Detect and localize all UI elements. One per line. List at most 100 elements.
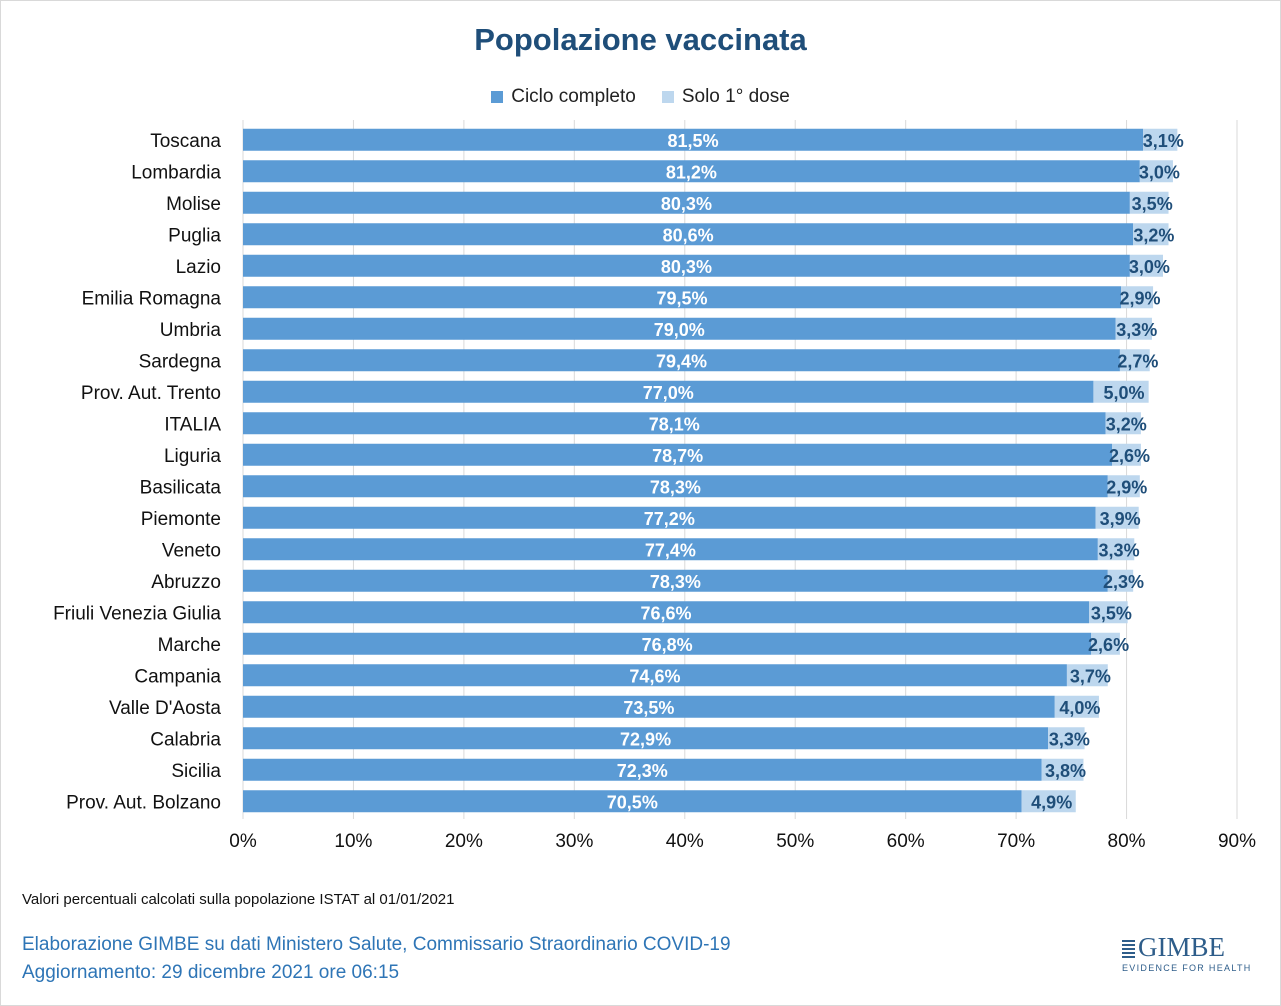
data-label-ciclo-completo-abruzzo: 78,3% — [650, 572, 701, 592]
data-label-ciclo-completo-liguria: 78,7% — [652, 446, 703, 466]
x-tick-label-50: 50% — [776, 831, 814, 852]
bar-ciclo-completo-italia — [243, 412, 1106, 435]
update-timestamp: Aggiornamento: 29 dicembre 2021 ore 06:1… — [22, 962, 400, 983]
data-label-ciclo-completo-italia: 78,1% — [649, 414, 700, 434]
data-label-solo-prima-dose-marche: 2,6% — [1088, 635, 1129, 655]
category-label-piemonte: Piemonte — [141, 509, 221, 530]
bar-solo-prima-dose-calabria — [1048, 727, 1085, 750]
data-label-ciclo-completo-calabria: 72,9% — [620, 729, 671, 749]
data-labels: 81,5% 3,1% 81,2% 3,0% 80,3% 3,5% 80,6% 3,2% 80,3… — [607, 131, 1184, 813]
gimbe-logo: GIMBE EVIDENCE FOR HEALTH — [1120, 932, 1250, 974]
category-label-puglia: Puglia — [168, 225, 221, 246]
category-label-valle-d-aosta: Valle D'Aosta — [109, 698, 221, 719]
data-label-ciclo-completo-friuli-venezia-giulia: 76,6% — [640, 603, 691, 623]
category-label-sicilia: Sicilia — [171, 761, 221, 782]
data-label-solo-prima-dose-calabria: 3,3% — [1049, 729, 1090, 749]
bar-ciclo-completo-piemonte — [243, 506, 1096, 529]
x-tick-label-10: 10% — [334, 831, 372, 852]
data-label-ciclo-completo-valle-d-aosta: 73,5% — [623, 698, 674, 718]
data-label-solo-prima-dose-italia: 3,2% — [1106, 414, 1147, 434]
category-label-basilicata: Basilicata — [140, 477, 222, 498]
category-labels: Toscana Lombardia Molise Puglia Lazio Emilia … — [53, 131, 221, 814]
bar-ciclo-completo-sicilia — [243, 758, 1042, 781]
category-label-prov-aut-bolzano: Prov. Aut. Bolzano — [66, 792, 221, 813]
category-label-lombardia: Lombardia — [131, 162, 221, 183]
data-label-solo-prima-dose-sardegna: 2,7% — [1117, 351, 1158, 371]
bar-ciclo-completo-lazio — [243, 254, 1130, 277]
category-label-umbria: Umbria — [160, 320, 222, 341]
legend: Ciclo completo Solo 1° dose — [0, 86, 1281, 108]
bar-ciclo-completo-basilicata — [243, 475, 1108, 498]
bar-solo-prima-dose-puglia — [1133, 223, 1169, 246]
logo-name: GIMBE — [1138, 932, 1225, 962]
data-label-ciclo-completo-lombardia: 81,2% — [666, 162, 717, 182]
x-tick-label-40: 40% — [666, 831, 704, 852]
category-label-marche: Marche — [158, 635, 221, 656]
data-label-ciclo-completo-prov-aut-trento: 77,0% — [643, 383, 694, 403]
category-label-italia: ITALIA — [164, 414, 221, 435]
category-label-molise: Molise — [166, 194, 221, 215]
bar-solo-prima-dose-lombardia — [1139, 160, 1173, 183]
data-label-solo-prima-dose-sicilia: 3,8% — [1045, 761, 1086, 781]
bar-solo-prima-dose-molise — [1129, 191, 1169, 214]
bar-ciclo-completo-sardegna — [243, 349, 1120, 372]
data-label-solo-prima-dose-puglia: 3,2% — [1133, 225, 1174, 245]
bar-solo-prima-dose-marche — [1091, 632, 1120, 655]
bar-solo-prima-dose-umbria — [1115, 317, 1152, 340]
bar-solo-prima-dose-valle-d-aosta — [1054, 695, 1099, 718]
data-label-solo-prima-dose-campania: 3,7% — [1070, 666, 1111, 686]
bar-solo-prima-dose-prov-aut-trento — [1093, 380, 1149, 403]
x-tick-label-70: 70% — [997, 831, 1035, 852]
data-label-solo-prima-dose-friuli-venezia-giulia: 3,5% — [1091, 603, 1132, 623]
bar-solo-prima-dose-emilia-romagna — [1121, 286, 1154, 309]
legend-label-solo-prima-dose: Solo 1° dose — [681, 86, 790, 107]
bar-ciclo-completo-lombardia — [243, 160, 1140, 183]
data-label-solo-prima-dose-toscana: 3,1% — [1143, 131, 1184, 151]
data-label-ciclo-completo-molise: 80,3% — [661, 194, 712, 214]
category-label-lazio: Lazio — [176, 257, 221, 278]
bar-ciclo-completo-valle-d-aosta — [243, 695, 1055, 718]
category-label-friuli-venezia-giulia: Friuli Venezia Giulia — [53, 603, 221, 624]
bar-ciclo-completo-campania — [243, 664, 1067, 687]
category-label-campania: Campania — [134, 666, 221, 687]
data-label-solo-prima-dose-piemonte: 3,9% — [1100, 509, 1141, 529]
data-label-ciclo-completo-marche: 76,8% — [642, 635, 693, 655]
bar-solo-prima-dose-sicilia — [1041, 758, 1084, 781]
data-label-ciclo-completo-prov-aut-bolzano: 70,5% — [607, 792, 658, 812]
category-label-emilia-romagna: Emilia Romagna — [82, 288, 222, 309]
bar-ciclo-completo-friuli-venezia-giulia — [243, 601, 1090, 624]
data-label-ciclo-completo-puglia: 80,6% — [663, 225, 714, 245]
category-label-calabria: Calabria — [150, 729, 221, 750]
data-label-ciclo-completo-lazio: 80,3% — [661, 257, 712, 277]
bar-ciclo-completo-emilia-romagna — [243, 286, 1122, 309]
bar-ciclo-completo-toscana — [243, 128, 1144, 151]
legend-swatch-solo-prima-dose — [661, 91, 674, 103]
data-label-solo-prima-dose-liguria: 2,6% — [1109, 446, 1150, 466]
category-label-toscana: Toscana — [150, 131, 221, 152]
data-label-solo-prima-dose-molise: 3,5% — [1132, 194, 1173, 214]
bar-ciclo-completo-puglia — [243, 223, 1134, 246]
data-label-solo-prima-dose-lombardia: 3,0% — [1139, 162, 1180, 182]
data-label-solo-prima-dose-valle-d-aosta: 4,0% — [1059, 698, 1100, 718]
bar-ciclo-completo-prov-aut-bolzano — [243, 790, 1022, 813]
chart-title: Popolazione vaccinata — [474, 22, 807, 57]
bar-solo-prima-dose-basilicata — [1107, 475, 1140, 498]
bars — [243, 128, 1178, 813]
bar-solo-prima-dose-toscana — [1143, 128, 1178, 151]
data-label-ciclo-completo-sicilia: 72,3% — [617, 761, 668, 781]
data-label-solo-prima-dose-prov-aut-bolzano: 4,9% — [1031, 792, 1072, 812]
legend-item-solo-prima-dose: Solo 1° dose — [661, 86, 790, 108]
data-label-solo-prima-dose-emilia-romagna: 2,9% — [1120, 288, 1161, 308]
bar-ciclo-completo-molise — [243, 191, 1130, 214]
bar-solo-prima-dose-abruzzo — [1107, 569, 1134, 592]
data-label-solo-prima-dose-umbria: 3,3% — [1116, 320, 1157, 340]
x-tick-label-20: 20% — [445, 831, 483, 852]
data-label-solo-prima-dose-veneto: 3,3% — [1099, 540, 1140, 560]
category-label-abruzzo: Abruzzo — [151, 572, 221, 593]
category-label-veneto: Veneto — [162, 540, 221, 561]
bar-ciclo-completo-veneto — [243, 538, 1098, 561]
bar-solo-prima-dose-italia — [1105, 412, 1141, 435]
bar-solo-prima-dose-friuli-venezia-giulia — [1089, 601, 1128, 624]
data-label-solo-prima-dose-lazio: 3,0% — [1129, 257, 1170, 277]
bar-ciclo-completo-liguria — [243, 443, 1113, 466]
